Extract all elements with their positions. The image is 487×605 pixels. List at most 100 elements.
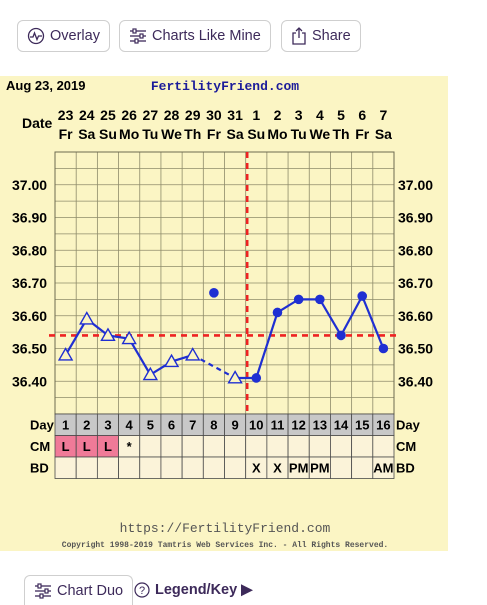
table-value-bd: PM [289, 461, 309, 476]
date-tick-label: 26 [121, 107, 137, 123]
table-cell-bd [54, 456, 77, 479]
table-cell-cm [330, 435, 353, 458]
svg-text:?: ? [139, 585, 145, 597]
weekday-tick-label: Fr [207, 126, 222, 142]
charts-like-mine-button[interactable]: Charts Like Mine [119, 20, 271, 52]
date-tick-label: 30 [206, 107, 222, 123]
table-value-cm: L [104, 439, 112, 454]
temperature-point[interactable] [57, 347, 74, 361]
date-tick-label: 7 [380, 107, 388, 123]
y-tick-label-right: 37.00 [398, 177, 433, 193]
table-value-cm: * [127, 439, 133, 454]
row-label-cm-left: CM [30, 439, 50, 454]
table-value-day: 11 [271, 418, 285, 433]
date-tick-label: 6 [358, 107, 366, 123]
legend-key-label: Legend/Key ▶ [155, 582, 253, 598]
temperature-point[interactable] [142, 366, 159, 381]
table-cell-bd [75, 456, 98, 479]
temperature-point[interactable] [378, 343, 389, 354]
temperature-point[interactable] [227, 370, 243, 384]
table-value-cm: L [62, 439, 70, 454]
temperature-point[interactable] [336, 330, 346, 341]
table-value-day: 16 [376, 418, 390, 433]
temperature-line-segment [318, 298, 342, 336]
table-cell-cm [308, 435, 331, 458]
table-value-cm: L [83, 439, 91, 454]
table-value-day: 14 [334, 418, 349, 433]
chart-duo-button[interactable]: Chart Duo [24, 575, 134, 605]
table-value-day: 12 [291, 418, 305, 433]
weekday-tick-label: Mo [119, 126, 139, 142]
table-cell-bd [96, 456, 119, 479]
y-tick-label-right: 36.40 [398, 373, 433, 389]
weekday-tick-label: Tu [291, 126, 307, 142]
date-tick-label: 31 [227, 107, 243, 123]
sliders-icon [130, 28, 146, 44]
table-cell-cm [139, 435, 162, 458]
table-cell-cm [266, 435, 289, 458]
weekday-tick-label: Th [332, 126, 349, 142]
y-tick-label-left: 36.90 [12, 210, 47, 226]
temperature-point[interactable] [121, 330, 137, 345]
table-value-day: 7 [189, 418, 196, 433]
legend-key-link[interactable]: ? Legend/Key ▶ [134, 582, 252, 598]
temperature-point[interactable] [209, 288, 219, 298]
charts-like-mine-label: Charts Like Mine [152, 28, 261, 44]
chart-duo-label: Chart Duo [57, 582, 124, 599]
chart-title: FertilityFriend.com [151, 79, 299, 94]
date-tick-label: 24 [79, 107, 95, 123]
table-value-bd: X [252, 461, 261, 476]
table-value-bd: X [273, 461, 282, 476]
row-label-bd-left: BD [30, 461, 49, 476]
date-tick-label: 27 [143, 107, 159, 123]
weekday-tick-label: Mo [267, 126, 287, 142]
row-label-cm-right: CM [396, 439, 416, 454]
temperature-point[interactable] [315, 294, 325, 305]
temperature-point[interactable] [100, 327, 116, 341]
chart-panel: Date 23 24 25 26 27 28 29 30 31 1 2 3 4 5 6 7 Fr Sa Su Mo Tu W… [0, 76, 448, 551]
table-cell-cm [245, 435, 268, 458]
table-value-day: 4 [126, 418, 134, 433]
table-value-day: 3 [104, 418, 111, 433]
weekday-tick-label: Su [99, 126, 117, 142]
temperature-line-segment [361, 295, 385, 349]
date-tick-label: 28 [164, 107, 180, 123]
date-tick-label: 5 [337, 107, 345, 123]
date-tick-label: 25 [100, 107, 116, 123]
table-value-day: 10 [249, 418, 263, 433]
weekday-tick-label: We [161, 126, 182, 142]
weekday-tick-label: Sa [227, 126, 244, 142]
weekday-tick-label: Sa [78, 126, 95, 142]
date-tick-label: 1 [252, 107, 260, 123]
temperature-line-segment [192, 354, 236, 379]
temperature-point[interactable] [185, 347, 201, 361]
source-url: https://FertilityFriend.com [120, 521, 331, 536]
temperature-line-segment [128, 338, 152, 376]
temperature-point[interactable] [293, 294, 304, 305]
temperature-point[interactable] [79, 311, 95, 325]
temperature-point[interactable] [272, 307, 283, 318]
weekday-tick-label: Tu [142, 126, 158, 142]
weekday-tick-label: Sa [375, 126, 392, 142]
sliders-icon [35, 582, 51, 599]
table-cell-cm [202, 435, 225, 458]
y-tick-label-right: 36.60 [398, 308, 433, 324]
y-tick-label-left: 36.50 [12, 341, 47, 357]
temperature-line-segment [255, 312, 279, 379]
share-button[interactable]: Share [281, 20, 361, 52]
table-cell-cm [287, 435, 310, 458]
row-label-bd-right: BD [396, 461, 415, 476]
table-value-day: 6 [168, 418, 175, 433]
share-icon [292, 27, 306, 45]
overlay-button[interactable]: Overlay [17, 20, 110, 52]
table-cell-cm [181, 435, 204, 458]
table-cell-cm [372, 435, 395, 458]
temperature-point[interactable] [163, 353, 180, 368]
temperature-point[interactable] [357, 291, 368, 301]
table-value-bd: AM [373, 461, 393, 476]
temperature-point[interactable] [251, 373, 262, 383]
table-cell-bd [202, 456, 225, 479]
y-tick-label-left: 37.00 [12, 177, 47, 193]
table-cell-bd [160, 456, 183, 479]
weekday-tick-label: We [309, 126, 330, 142]
